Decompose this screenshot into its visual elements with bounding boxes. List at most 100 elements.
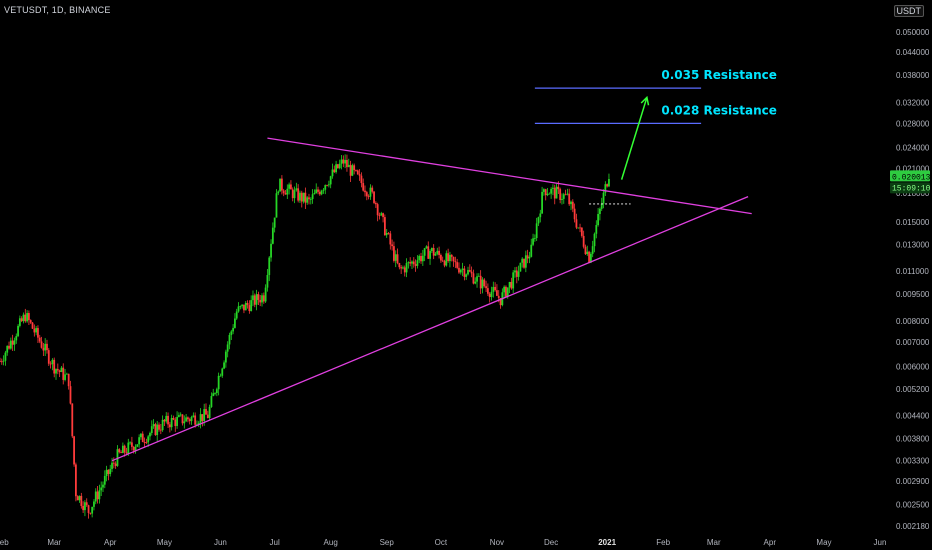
candle-body <box>77 496 79 500</box>
candle-body <box>601 204 603 209</box>
candle-up <box>462 263 464 276</box>
candle-up <box>122 443 124 454</box>
candle-body <box>127 443 129 454</box>
y-tick-label: 0.038000 <box>896 71 930 80</box>
candle-body <box>185 417 187 421</box>
candle-up <box>341 155 343 169</box>
candle-body <box>61 368 63 372</box>
candle-up <box>171 415 173 431</box>
candle-body <box>315 189 317 193</box>
candle-body <box>285 193 287 194</box>
candle-up <box>370 184 372 200</box>
candle-up <box>185 414 187 422</box>
candle-body <box>124 446 126 453</box>
candle-body <box>306 197 308 202</box>
candle-body <box>377 204 379 215</box>
candle-up <box>312 189 314 204</box>
candle-body <box>462 269 464 270</box>
candle-down <box>21 316 23 322</box>
candle-body <box>550 189 552 194</box>
candle-up <box>543 188 545 195</box>
candle-up <box>536 218 538 241</box>
candle-up <box>566 189 568 196</box>
candle-body <box>348 165 350 167</box>
candle-body <box>106 470 108 476</box>
candle-body <box>189 419 191 421</box>
candle-down <box>471 267 473 278</box>
candle-body <box>350 165 352 176</box>
candle-body <box>317 189 319 191</box>
candle-up <box>79 495 81 502</box>
candle-body <box>5 353 7 361</box>
currency-badge[interactable]: USDT <box>894 5 925 17</box>
candle-down <box>80 493 82 509</box>
time-axis[interactable]: FebMarAprMayJunJulAugSepOctNovDec2021Feb… <box>0 538 886 547</box>
candle-body <box>71 404 73 437</box>
candle-body <box>160 430 162 431</box>
candle-down <box>458 262 460 273</box>
candle-up <box>321 190 323 195</box>
candle-up <box>10 338 12 350</box>
candle-down <box>8 342 10 350</box>
resistance-label: 0.035 Resistance <box>661 68 777 82</box>
candle-body <box>173 418 175 420</box>
x-tick-label: Oct <box>435 538 448 547</box>
candle-up <box>323 188 325 194</box>
price-axis[interactable]: 0.0500000.0440000.0380000.0320000.028000… <box>888 0 932 550</box>
candle-up <box>117 445 119 467</box>
candle-body <box>44 344 46 351</box>
candle-up <box>577 227 579 228</box>
candle-body <box>250 300 252 311</box>
candle-body <box>389 233 391 244</box>
candle-body <box>290 184 292 189</box>
candle-up <box>529 252 531 263</box>
candle-body <box>362 183 364 191</box>
candle-body <box>138 437 140 444</box>
candle-body <box>155 424 157 435</box>
candle-body <box>220 376 222 377</box>
candle-up <box>429 249 431 265</box>
candle-up <box>395 250 397 267</box>
candle-body <box>247 303 249 305</box>
candle-body <box>438 251 440 255</box>
candle-body <box>583 236 585 247</box>
y-tick-label: 0.028000 <box>896 119 930 128</box>
candle-body <box>310 199 312 200</box>
candle-down <box>487 283 489 296</box>
candle-body <box>205 409 207 415</box>
candle-up <box>286 184 288 199</box>
candle-up <box>35 326 37 335</box>
candle-body <box>561 199 563 200</box>
y-tick-label: 0.011000 <box>896 267 929 276</box>
candle-down <box>75 463 77 502</box>
candle-down <box>400 265 402 274</box>
candle-up <box>234 313 236 328</box>
candle-body <box>351 165 353 175</box>
candle-body <box>218 376 220 389</box>
candle-body <box>281 179 283 191</box>
candle-up <box>109 465 111 477</box>
x-tick-label: Nov <box>490 538 504 547</box>
candle-body <box>467 270 469 274</box>
candle-up <box>277 190 279 195</box>
candle-body <box>82 506 84 510</box>
candle-body <box>89 513 91 514</box>
candle-body <box>330 176 332 184</box>
candle-down <box>413 257 415 268</box>
candle-up <box>417 255 419 268</box>
candle-body <box>88 505 90 513</box>
candle-body <box>239 306 241 307</box>
y-tick-label: 0.013000 <box>896 240 930 249</box>
candle-down <box>158 422 160 431</box>
candle-body <box>406 263 408 272</box>
candle-down <box>523 259 525 269</box>
candle-down <box>473 270 475 285</box>
candle-down <box>368 194 370 199</box>
candle-down <box>308 194 310 205</box>
candle-body <box>201 414 203 421</box>
candle-up <box>436 248 438 256</box>
candle-body <box>62 368 64 380</box>
candle-body <box>241 305 243 306</box>
candle-down <box>576 214 578 229</box>
